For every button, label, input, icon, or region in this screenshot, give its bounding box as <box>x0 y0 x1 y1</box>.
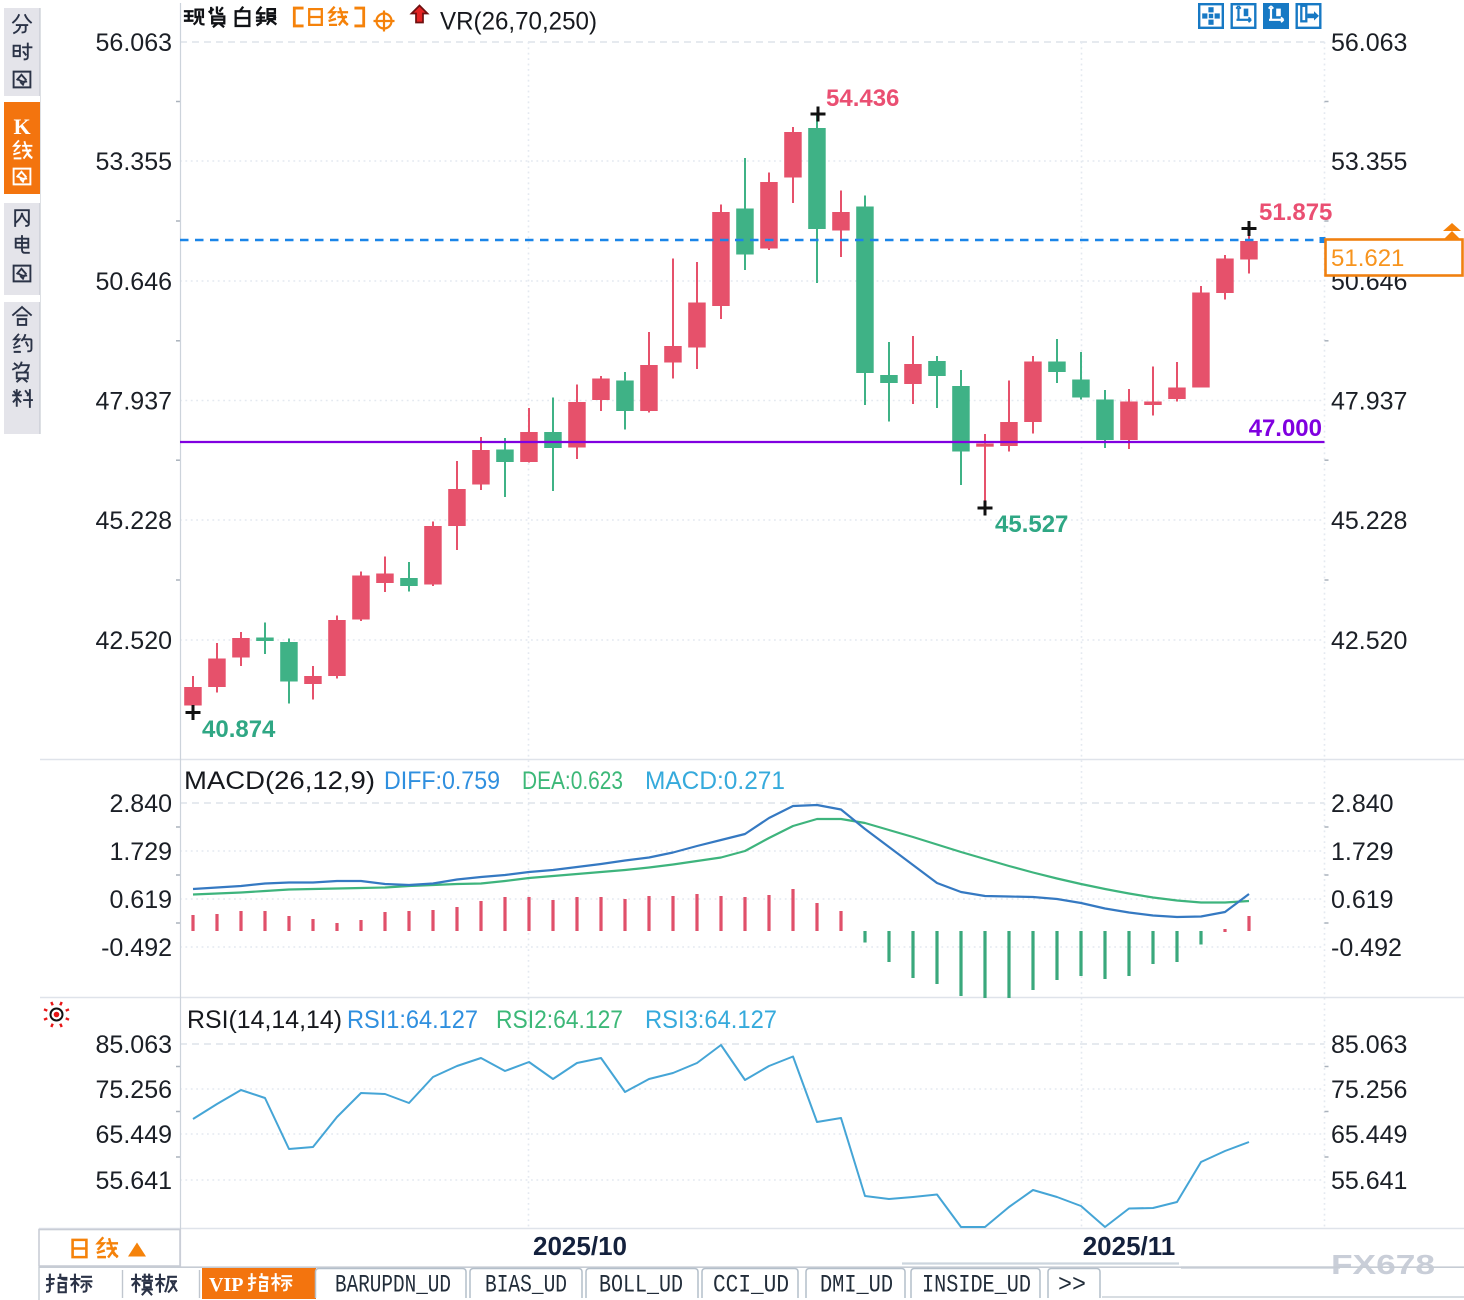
svg-text:1.729: 1.729 <box>1331 838 1394 866</box>
svg-text:BOLL_UD: BOLL_UD <box>599 1271 683 1300</box>
svg-text:DMI_UD: DMI_UD <box>820 1271 893 1300</box>
svg-text:DEA:0.623: DEA:0.623 <box>522 767 623 795</box>
svg-text:0.619: 0.619 <box>1331 886 1394 914</box>
svg-text:55.641: 55.641 <box>1331 1167 1407 1195</box>
svg-text:51.621: 51.621 <box>1331 245 1404 272</box>
svg-text:45.527: 45.527 <box>995 511 1068 538</box>
svg-text:47.937: 47.937 <box>96 388 172 416</box>
svg-text:65.449: 65.449 <box>96 1121 172 1149</box>
svg-text:INSIDE_UD: INSIDE_UD <box>922 1271 1031 1300</box>
svg-text:53.355: 53.355 <box>96 148 172 176</box>
svg-text:RSI2:64.127: RSI2:64.127 <box>496 1006 623 1034</box>
svg-text:VR(26,70,250): VR(26,70,250) <box>440 8 597 36</box>
svg-text:-0.492: -0.492 <box>1331 934 1402 962</box>
svg-text:RSI(14,14,14): RSI(14,14,14) <box>187 1006 342 1034</box>
svg-text:56.063: 56.063 <box>1331 29 1407 57</box>
svg-text:-0.492: -0.492 <box>101 934 172 962</box>
svg-text:47.937: 47.937 <box>1331 388 1407 416</box>
svg-text:85.063: 85.063 <box>96 1031 172 1059</box>
svg-text:2025/10: 2025/10 <box>533 1231 627 1261</box>
svg-text:53.355: 53.355 <box>1331 148 1407 176</box>
svg-text:75.256: 75.256 <box>1331 1076 1407 1104</box>
svg-text:2.840: 2.840 <box>1331 790 1394 818</box>
svg-text:51.875: 51.875 <box>1259 199 1332 226</box>
svg-text:40.874: 40.874 <box>202 716 276 743</box>
svg-text:K: K <box>13 114 30 139</box>
svg-text:RSI3:64.127: RSI3:64.127 <box>645 1006 777 1034</box>
svg-text:>>: >> <box>1058 1271 1086 1300</box>
svg-text:2.840: 2.840 <box>109 790 172 818</box>
svg-text:MACD:0.271: MACD:0.271 <box>645 767 785 795</box>
svg-text:65.449: 65.449 <box>1331 1121 1407 1149</box>
svg-text:54.436: 54.436 <box>826 85 899 112</box>
svg-text:75.256: 75.256 <box>96 1076 172 1104</box>
svg-text:55.641: 55.641 <box>96 1167 172 1195</box>
svg-text:RSI1:64.127: RSI1:64.127 <box>347 1006 478 1034</box>
svg-text:42.520: 42.520 <box>96 627 172 655</box>
svg-text:VIP: VIP <box>209 1274 243 1296</box>
svg-text:45.228: 45.228 <box>1331 507 1407 535</box>
svg-text:FX678: FX678 <box>1331 1249 1435 1280</box>
svg-text:42.520: 42.520 <box>1331 627 1407 655</box>
svg-text:BIAS_UD: BIAS_UD <box>485 1271 567 1300</box>
svg-text:47.000: 47.000 <box>1249 415 1322 442</box>
svg-text:DIFF:0.759: DIFF:0.759 <box>384 767 500 795</box>
svg-text:0.619: 0.619 <box>109 886 172 914</box>
svg-text:56.063: 56.063 <box>96 29 172 57</box>
svg-text:2025/11: 2025/11 <box>1083 1231 1176 1261</box>
svg-text:MACD(26,12,9): MACD(26,12,9) <box>184 767 375 795</box>
svg-text:45.228: 45.228 <box>96 507 172 535</box>
svg-text:85.063: 85.063 <box>1331 1031 1407 1059</box>
svg-text:CCI_UD: CCI_UD <box>713 1271 789 1300</box>
svg-text:50.646: 50.646 <box>96 268 172 296</box>
svg-text:BARUPDN_UD: BARUPDN_UD <box>335 1271 451 1300</box>
svg-text:1.729: 1.729 <box>109 838 172 866</box>
